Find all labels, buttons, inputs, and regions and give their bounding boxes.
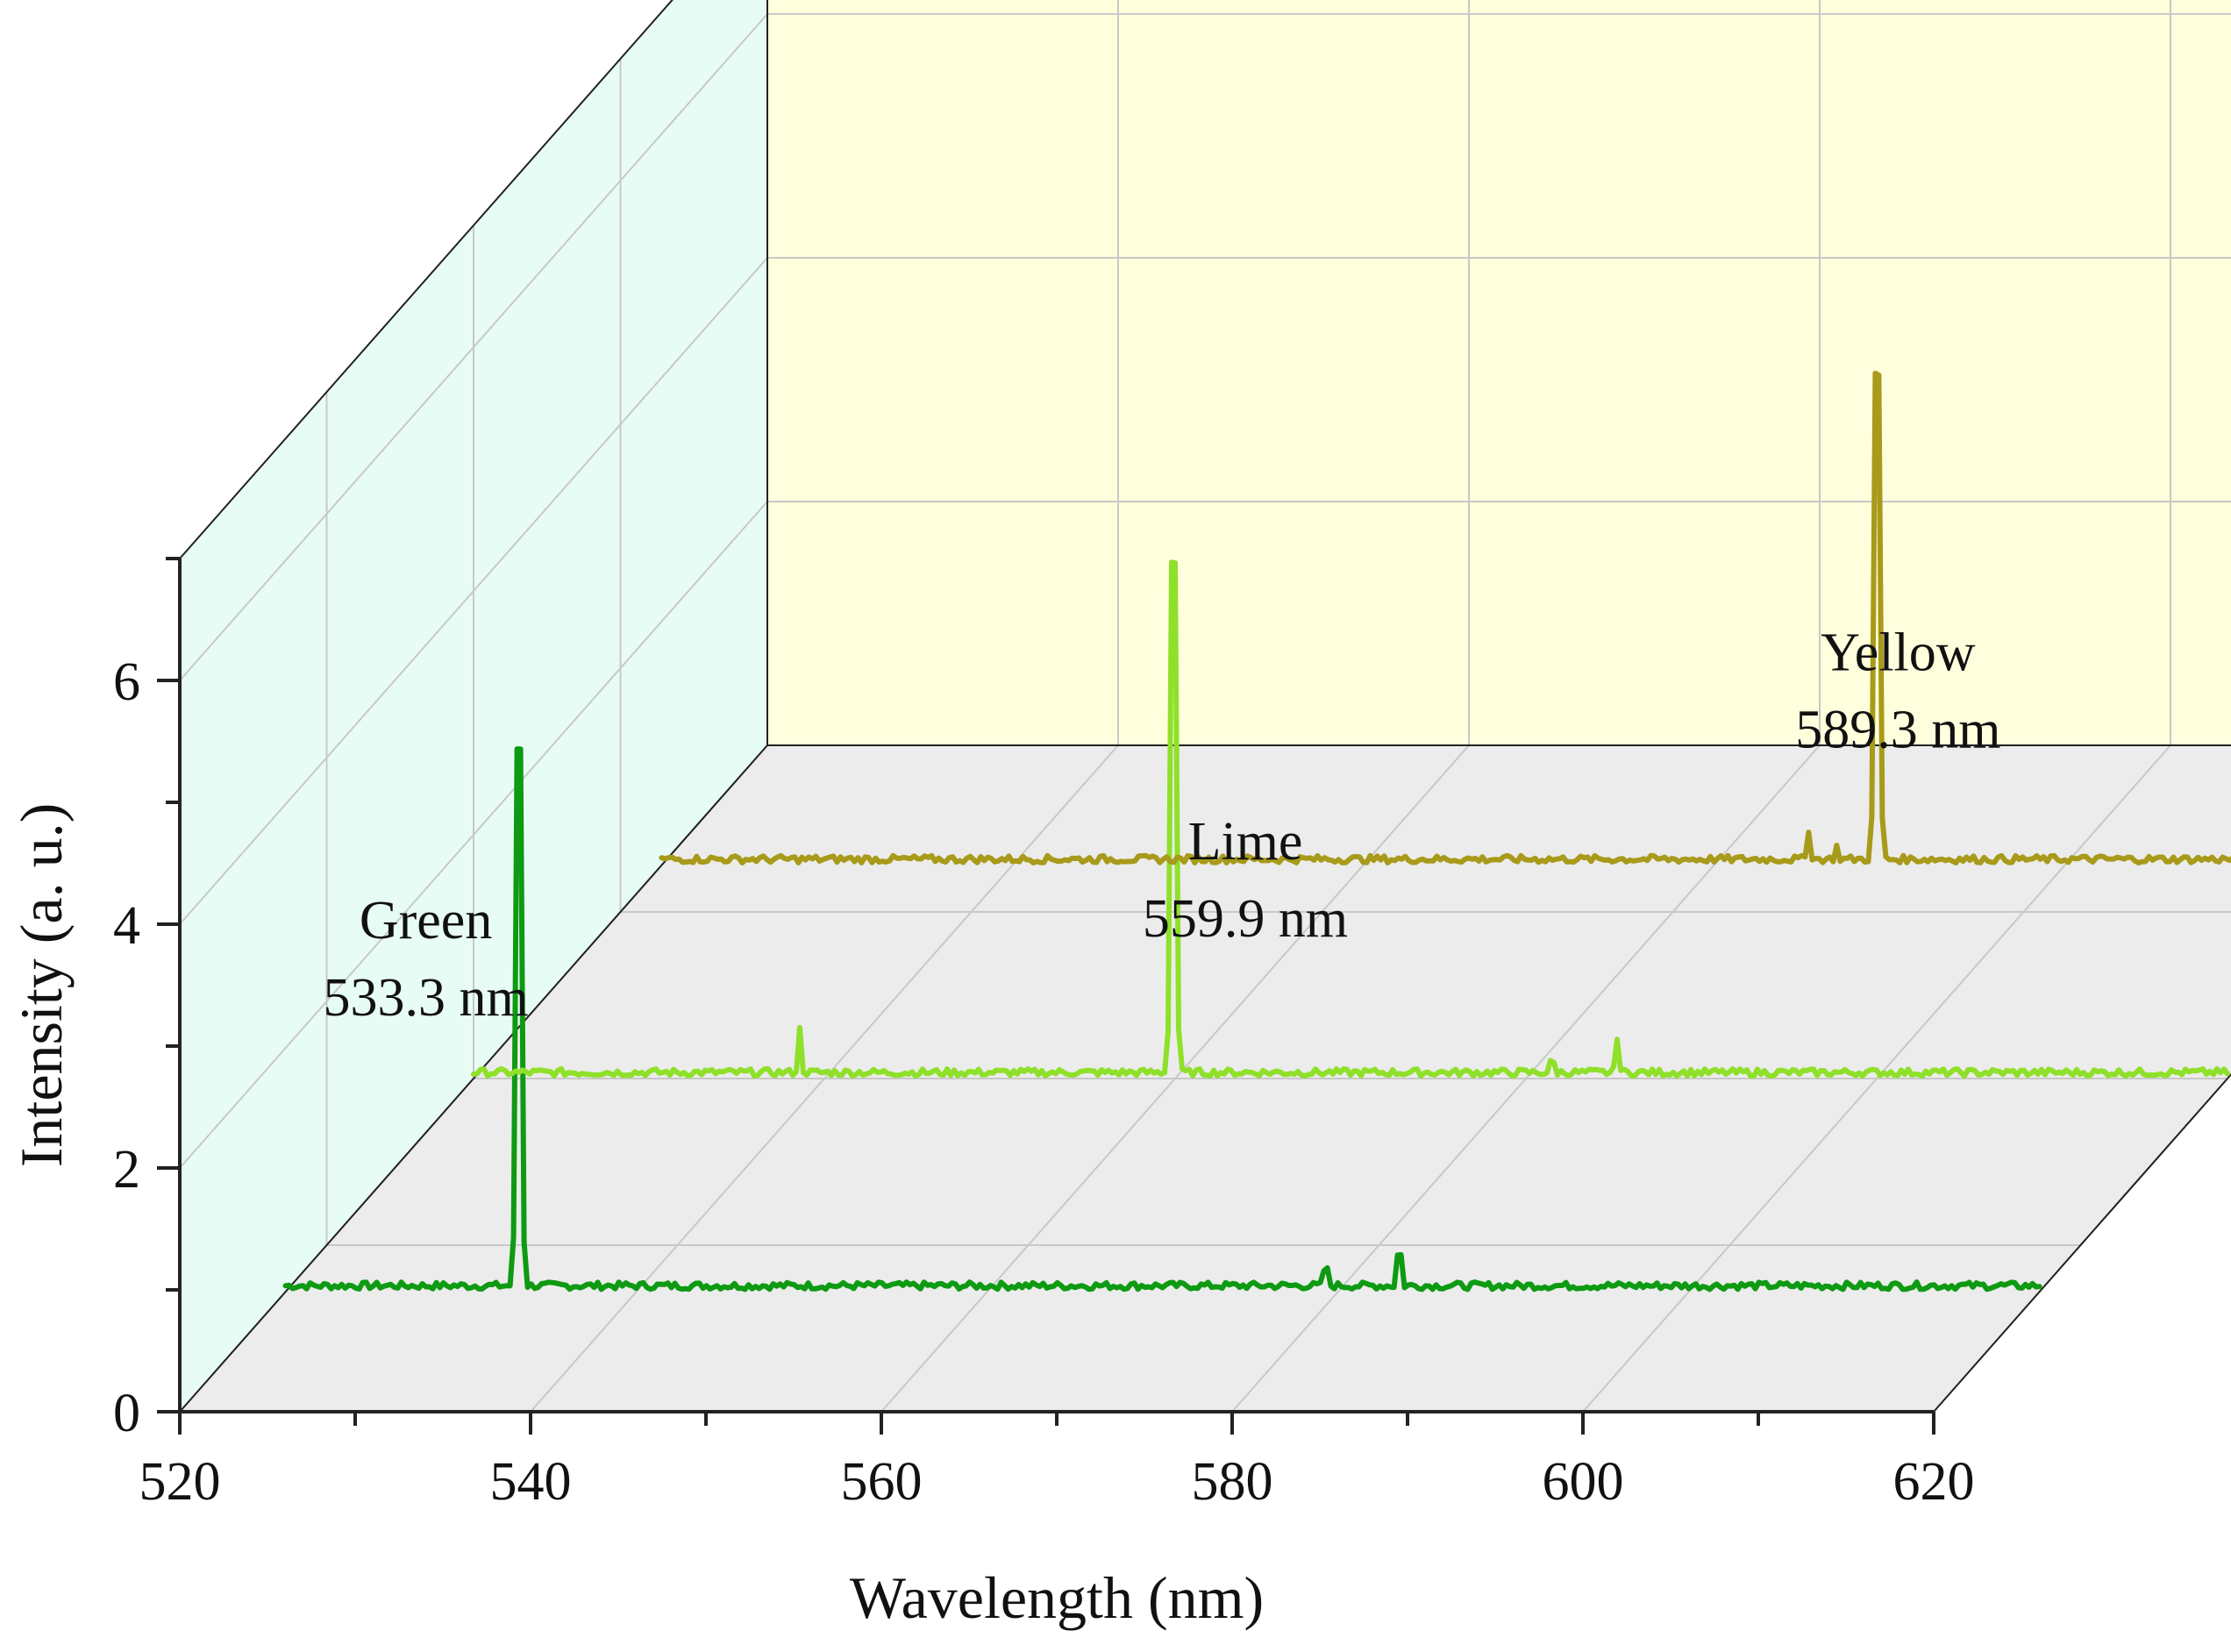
- series-label-name: Lime: [1188, 812, 1303, 872]
- x-tick-label: 600: [1543, 1452, 1624, 1512]
- series-label-wavelength: 559.9 nm: [1143, 889, 1348, 949]
- series-line: [282, 746, 2042, 1292]
- series-line: [471, 559, 2230, 1079]
- y-axis-ticks: 0 2 4 6: [113, 557, 180, 1443]
- x-tick-label: 580: [1192, 1452, 1273, 1512]
- series-label-name: Yellow: [1821, 623, 1976, 682]
- series-label-wavelength: 533.3 nm: [323, 968, 528, 1028]
- x-tick-label: 540: [490, 1452, 572, 1512]
- series-label-name: Green: [360, 891, 492, 951]
- series-annotations: Green 533.3 nm Lime 559.9 nm Yellow 589.3 nm: [323, 623, 2000, 1028]
- y-tick-label: 0: [113, 1384, 140, 1443]
- series-label-wavelength: 589.3 nm: [1795, 700, 2000, 759]
- y-axis-title: Intensity (a. u.): [8, 803, 75, 1167]
- y-tick-label: 6: [113, 652, 140, 712]
- x-tick-label: 560: [841, 1452, 923, 1512]
- x-axis-title: Wavelength (nm): [850, 1564, 1264, 1631]
- x-tick-label: 620: [1893, 1452, 1975, 1512]
- series-group: [282, 370, 2231, 1292]
- series-line: [659, 370, 2231, 865]
- y-tick-label: 2: [113, 1140, 140, 1200]
- box-edge: [179, 0, 674, 559]
- x-tick-label: 520: [139, 1452, 221, 1512]
- back-wall: [767, 0, 2231, 745]
- y-tick-label: 4: [113, 896, 140, 956]
- box-edge: [1933, 1072, 2231, 1413]
- x-axis-ticks: 520 540 560 580 600 620: [139, 1412, 1975, 1512]
